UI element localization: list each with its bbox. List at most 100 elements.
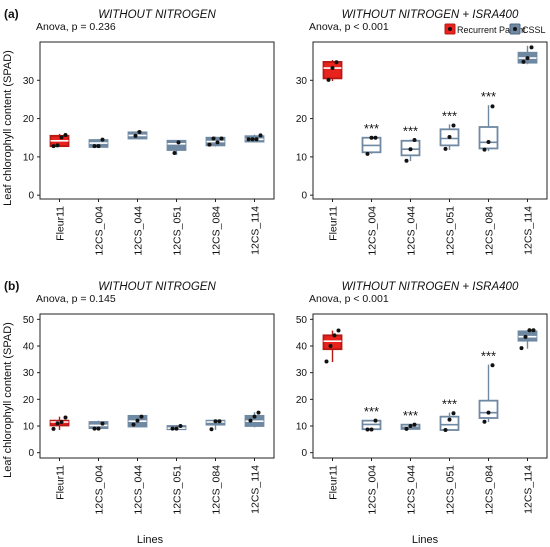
data-point [486,410,491,415]
x-tick-label: 12CS_044 [133,206,145,256]
anova-label: Anova, p < 0.001 [309,293,389,305]
data-point [373,135,378,140]
significance-label: *** [403,408,418,423]
data-point [92,426,97,431]
data-point [443,428,448,432]
data-point [219,136,224,141]
data-point [332,333,337,338]
y-tick-label: 10 [296,152,308,163]
box-12CS_051 [166,139,187,156]
legend-label-cssl: CSSL [522,25,546,35]
box-12CS_051 [166,424,187,431]
panel-title: WITHOUT NITROGEN [98,281,216,293]
data-point [174,426,179,431]
box-12CS_004: *** [361,121,382,156]
legend-label-recurrent-parent: Recurrent Parent [457,25,526,35]
y-tick-label: 0 [301,448,307,459]
box-12CS_114 [517,45,538,65]
box-12CS_114 [244,410,265,428]
y-tick-label: 0 [28,448,34,459]
data-point [525,56,530,61]
y-tick-label: 20 [23,114,35,125]
box-12CS_044: *** [400,408,421,431]
data-point [55,143,60,148]
data-point [100,421,105,426]
data-point [412,422,417,427]
legend: Recurrent Parent CSSL [444,23,546,35]
data-point [59,420,64,424]
y-tick-label: 30 [296,368,308,379]
y-tick-label: 20 [23,395,35,406]
anova-label: Anova, p < 0.001 [309,21,389,33]
box-12CS_004 [88,420,109,431]
box-12CS_051: *** [439,108,460,151]
data-point [51,426,56,431]
data-point [139,414,144,419]
data-point [217,419,222,424]
box-Fleur11 [49,415,70,431]
panel-label: (b) [4,279,19,293]
x-tick-label: 12CS_044 [406,465,418,515]
significance-label: *** [481,349,496,364]
box-12CS_084 [205,136,226,147]
data-point [63,133,68,138]
anova-label: Anova, p = 0.236 [36,21,116,33]
x-tick-label: 12CS_114 [523,465,535,514]
box-12CS_084: *** [478,349,499,424]
significance-label: *** [442,108,457,123]
data-point [248,418,253,423]
data-point [170,426,175,431]
y-tick-label: 10 [23,152,35,163]
data-point [324,359,329,364]
data-point [246,137,251,142]
data-point [135,418,140,423]
box-12CS_084 [205,419,226,432]
x-tick-label: 12CS_084 [484,206,496,256]
x-tick-label: 12CS_051 [445,206,457,256]
box-iqr [439,415,460,431]
significance-label: *** [403,124,418,139]
data-point [59,135,64,140]
data-point [365,151,370,156]
x-tick-label: 12CS_114 [523,206,535,255]
legend-swatch-point [448,27,452,31]
box-iqr [322,334,343,351]
data-point [178,424,183,428]
significance-label: *** [364,121,379,136]
x-tick-label: 12CS_051 [172,465,184,515]
data-point [254,137,259,142]
data-point [326,77,331,82]
y-tick-label: 30 [23,76,35,87]
y-axis-label-bottom: Leaf chlorophyll content (SPAD) [2,322,14,478]
x-tick-label: Fleur11 [328,465,340,500]
x-axis-label-left: Lines [137,534,164,546]
data-point [172,151,177,156]
box-iqr [166,139,187,151]
box-iqr [49,419,70,427]
data-point [451,123,456,128]
data-point [482,147,487,152]
x-tick-label: 12CS_004 [94,206,106,256]
box-iqr [478,399,499,419]
panel-label: (a) [4,7,19,21]
panel-title: WITHOUT NITROGEN [98,9,216,21]
significance-label: *** [442,397,457,412]
data-point [92,144,97,149]
significance-label: *** [481,89,496,104]
data-point [137,129,142,134]
y-axis-label-top: Leaf chlorophyll content (SPAD) [2,50,14,206]
data-point [447,417,452,422]
data-point [451,411,456,416]
y-tick-label: 0 [28,191,34,202]
x-tick-label: 12CS_084 [211,206,223,256]
data-point [369,427,374,432]
data-point [523,334,528,339]
data-point [404,426,409,431]
data-point [443,146,448,151]
x-tick-label: Fleur11 [55,465,67,500]
data-point [373,418,378,423]
